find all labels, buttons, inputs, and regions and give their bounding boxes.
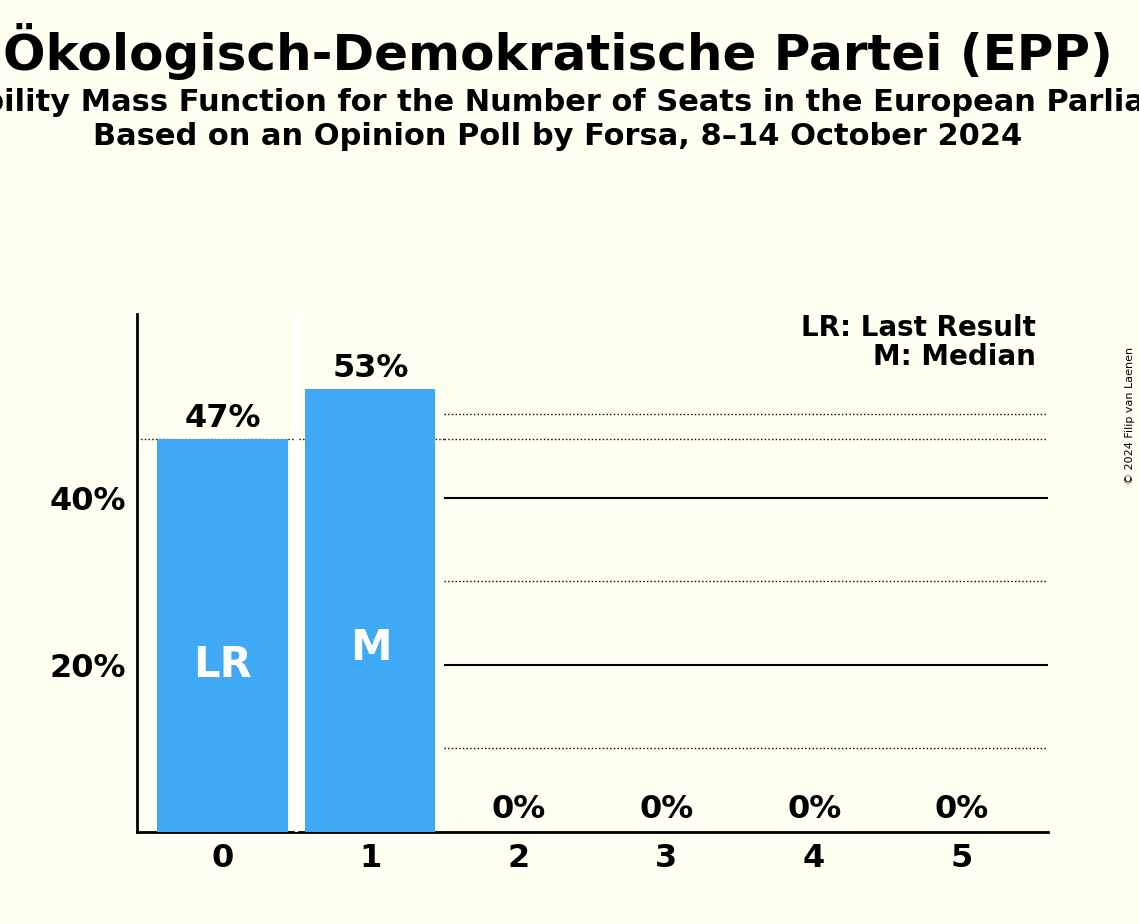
Text: LR: Last Result: LR: Last Result — [801, 314, 1036, 342]
Text: 0%: 0% — [935, 794, 989, 825]
Text: © 2024 Filip van Laenen: © 2024 Filip van Laenen — [1125, 347, 1134, 484]
Text: Based on an Opinion Poll by Forsa, 8–14 October 2024: Based on an Opinion Poll by Forsa, 8–14 … — [93, 122, 1023, 151]
Bar — [157, 439, 287, 832]
Bar — [305, 389, 435, 832]
Text: 53%: 53% — [333, 353, 409, 384]
Text: LR: LR — [194, 644, 252, 686]
Text: Ökologisch-Demokratische Partei (EPP): Ökologisch-Demokratische Partei (EPP) — [3, 23, 1113, 80]
Text: Probability Mass Function for the Number of Seats in the European Parliament: Probability Mass Function for the Number… — [0, 88, 1139, 116]
Text: 0%: 0% — [639, 794, 694, 825]
Text: M: M — [350, 627, 391, 669]
Text: 0%: 0% — [491, 794, 546, 825]
Text: M: Median: M: Median — [874, 344, 1036, 371]
Text: 0%: 0% — [787, 794, 842, 825]
Text: 47%: 47% — [185, 404, 261, 434]
